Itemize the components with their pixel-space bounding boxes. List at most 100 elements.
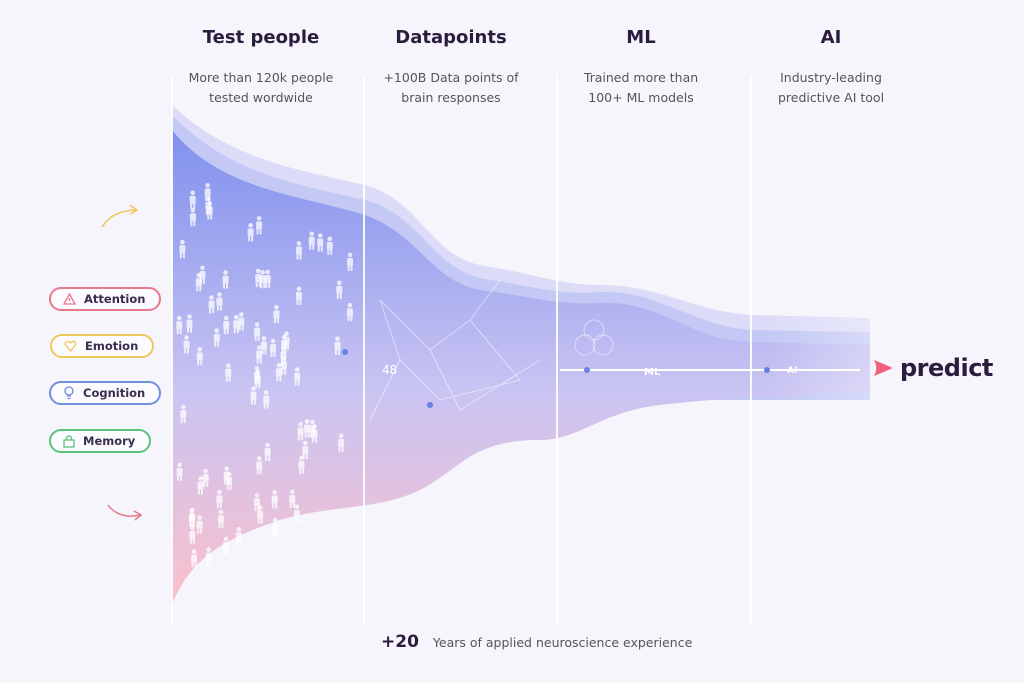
person-icon	[255, 268, 262, 288]
person-icon	[273, 304, 280, 324]
person-icon	[259, 270, 266, 289]
person-icon	[196, 515, 203, 534]
person-icon	[216, 490, 223, 509]
person-icon	[256, 456, 263, 475]
person-icon	[338, 433, 345, 452]
person-icon	[180, 404, 187, 424]
col-title-ai: AI	[820, 27, 842, 48]
person-icon	[238, 312, 245, 331]
pill-memory: Memory	[49, 429, 152, 453]
col-title-ml: ML	[626, 27, 656, 48]
person-icon	[263, 390, 270, 409]
person-icon	[256, 345, 263, 364]
person-icon	[264, 269, 271, 288]
divider	[171, 75, 173, 625]
person-icon	[213, 328, 220, 347]
ai-label: AI	[787, 366, 797, 376]
lightbulb-icon	[64, 386, 74, 400]
person-icon	[225, 363, 232, 382]
person-icon	[216, 292, 223, 311]
person-icon	[298, 455, 305, 474]
arrow-out-icon	[107, 504, 143, 521]
pill-cognition: Cognition	[49, 381, 162, 405]
datapoint-label: 48	[382, 363, 397, 377]
person-icon	[289, 489, 296, 508]
person-icon	[197, 476, 204, 495]
person-icon	[294, 367, 301, 386]
person-icon	[189, 190, 196, 209]
person-icon	[326, 236, 333, 255]
person-icon	[199, 265, 206, 284]
person-icon	[280, 356, 287, 375]
person-icon	[196, 347, 203, 366]
person-icon	[254, 322, 261, 341]
col-desc: +100B Data points of brain responses	[383, 70, 519, 105]
person-icon	[191, 549, 198, 568]
person-icon	[176, 315, 183, 335]
person-icon	[208, 295, 215, 314]
person-icon	[223, 315, 230, 334]
person-icon	[233, 314, 240, 334]
person-icon	[176, 462, 183, 481]
data-network	[369, 279, 614, 421]
person-icon	[275, 362, 282, 382]
person-icon	[256, 216, 263, 235]
years-number: +20	[381, 632, 419, 652]
funnel-body	[172, 130, 870, 605]
people-icons	[176, 183, 354, 568]
person-icon	[222, 270, 229, 289]
ml-label: ML	[644, 367, 661, 378]
person-icon	[217, 509, 224, 529]
ai-dot	[764, 367, 770, 373]
person-icon	[264, 442, 271, 462]
divider	[363, 75, 365, 625]
person-icon	[261, 336, 268, 355]
person-icon	[247, 223, 254, 242]
person-icon	[179, 239, 186, 259]
person-icon	[204, 183, 211, 202]
arrow-in-icon	[101, 204, 139, 228]
col-desc: More than 120k people tested wordwide	[188, 70, 334, 105]
person-icon	[183, 335, 190, 354]
person-icon	[297, 422, 304, 441]
person-icon	[270, 338, 277, 357]
years-text: Years of applied neuroscience experience	[432, 635, 693, 650]
person-icon	[235, 526, 242, 546]
person-icon	[272, 517, 279, 537]
person-icon	[223, 536, 230, 555]
person-icon	[223, 466, 230, 485]
person-icon	[304, 419, 311, 438]
person-icon	[309, 419, 316, 438]
col-title-test-people: Test people	[202, 27, 320, 48]
predict-logo: predict	[872, 354, 993, 382]
person-icon	[317, 233, 324, 252]
person-icon	[334, 336, 341, 355]
col-desc: Industry-leading predictive AI tool	[777, 70, 885, 105]
person-icon	[186, 314, 193, 333]
person-icon	[202, 468, 209, 487]
person-icon	[253, 366, 260, 385]
col-desc: Trained more than 100+ ML models	[583, 70, 699, 105]
person-icon	[257, 505, 264, 524]
person-icon	[308, 231, 315, 250]
heart-icon	[64, 340, 77, 352]
divider	[750, 75, 752, 625]
lock-icon	[63, 434, 75, 448]
footer: +20 Years of applied neuroscience experi…	[381, 632, 692, 652]
person-icon	[189, 207, 196, 227]
person-icon	[271, 490, 278, 509]
person-icon	[250, 386, 257, 405]
person-icon	[336, 280, 343, 299]
person-icon	[346, 302, 353, 322]
warning-triangle-icon	[63, 293, 76, 305]
ml-dot	[584, 367, 590, 373]
person-icon	[347, 252, 354, 271]
person-icon	[295, 286, 302, 305]
divider	[556, 75, 558, 625]
pill-emotion: Emotion	[50, 334, 155, 358]
person-icon	[205, 547, 212, 566]
person-icon	[188, 508, 195, 527]
person-icon	[295, 241, 302, 260]
